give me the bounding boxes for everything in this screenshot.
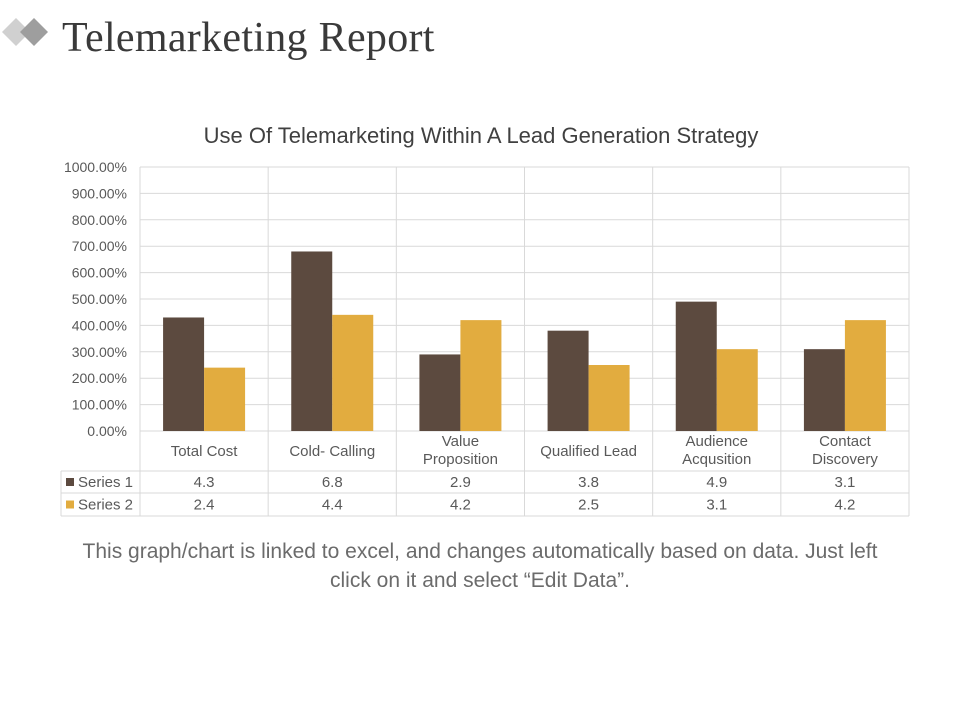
bar-series1-2[interactable] xyxy=(419,354,461,431)
chart-title: Use Of Telemarketing Within A Lead Gener… xyxy=(204,123,759,148)
chart-caption: This graph/chart is linked to excel, and… xyxy=(82,540,878,592)
legend-key-series1 xyxy=(66,478,74,486)
category-label: Qualified Lead xyxy=(540,443,637,460)
table-value-series2: 2.5 xyxy=(578,497,599,514)
bar-series1-1[interactable] xyxy=(291,251,333,431)
bar-series1-5[interactable] xyxy=(803,349,845,431)
legend-label-series1: Series 1 xyxy=(78,474,133,491)
bar-series2-5[interactable] xyxy=(844,320,886,431)
bar-series2-1[interactable] xyxy=(332,314,374,431)
bar-series2-2[interactable] xyxy=(460,320,502,431)
category-label: Audience Acqusition xyxy=(682,433,751,468)
y-tick-label: 300.00% xyxy=(72,344,127,360)
y-tick-label: 100.00% xyxy=(72,397,127,413)
table-value-series1: 6.8 xyxy=(322,474,343,491)
y-tick-label: 500.00% xyxy=(72,291,127,307)
logo-diamonds-icon xyxy=(2,18,48,46)
bar-series2-0[interactable] xyxy=(204,367,246,431)
legend-label-series2: Series 2 xyxy=(78,497,133,514)
y-tick-label: 200.00% xyxy=(72,370,127,386)
bar-series1-3[interactable] xyxy=(547,330,589,431)
table-value-series2: 4.4 xyxy=(322,497,343,514)
bar-series1-0[interactable] xyxy=(163,317,205,431)
table-value-series1: 3.8 xyxy=(578,474,599,491)
category-label: Contact Discovery xyxy=(812,433,878,468)
y-tick-label: 800.00% xyxy=(72,212,127,228)
page-title: Telemarketing Report xyxy=(62,15,435,61)
y-tick-label: 700.00% xyxy=(72,238,127,254)
y-tick-label: 0.00% xyxy=(87,423,127,439)
table-value-series2: 2.4 xyxy=(194,497,215,514)
table-value-series2: 4.2 xyxy=(450,497,471,514)
bar-series2-4[interactable] xyxy=(716,349,758,431)
logo-diamond-dark xyxy=(20,18,48,46)
table-value-series1: 2.9 xyxy=(450,474,471,491)
table-value-series1: 3.1 xyxy=(834,474,855,491)
table-value-series1: 4.3 xyxy=(194,474,215,491)
y-tick-label: 900.00% xyxy=(72,185,127,201)
bar-series2-3[interactable] xyxy=(588,365,630,431)
y-tick-label: 1000.00% xyxy=(64,159,127,175)
table-value-series1: 4.9 xyxy=(706,474,727,491)
y-tick-label: 400.00% xyxy=(72,317,127,333)
category-label: Total Cost xyxy=(171,443,239,460)
table-value-series2: 4.2 xyxy=(834,497,855,514)
category-label: Cold- Calling xyxy=(289,443,375,460)
category-label: Value Proposition xyxy=(423,433,498,468)
table-value-series2: 3.1 xyxy=(706,497,727,514)
legend-key-series2 xyxy=(66,500,74,509)
logo-diamond-light xyxy=(2,18,30,46)
y-tick-label: 600.00% xyxy=(72,265,127,281)
bar-series1-4[interactable] xyxy=(675,301,717,431)
